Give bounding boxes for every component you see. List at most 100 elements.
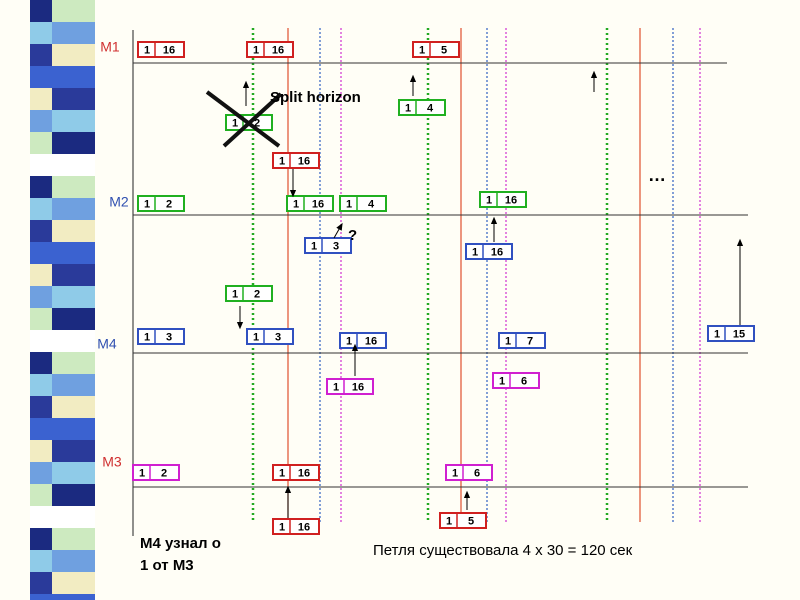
box-dest: 1 — [405, 102, 411, 114]
cross — [222, 92, 283, 148]
stripe-block — [30, 440, 52, 462]
box-metric: 5 — [441, 44, 447, 56]
ellipsis: … — [648, 165, 666, 185]
stripe-block — [30, 110, 52, 132]
route-box — [465, 243, 513, 260]
route-box — [498, 332, 546, 349]
stripe-block — [30, 462, 52, 484]
note: 1 от М3 — [140, 557, 194, 574]
route-box — [707, 325, 755, 342]
arrow-head — [236, 321, 244, 330]
box-dest: 1 — [139, 467, 145, 479]
box-dest: 1 — [293, 198, 299, 210]
box-dest: 1 — [333, 381, 339, 393]
stripe-block — [52, 528, 95, 550]
stripe-block — [30, 506, 52, 528]
stripe-block — [30, 286, 52, 308]
stripe-block — [30, 330, 52, 352]
box-dest: 1 — [279, 467, 285, 479]
box-dest: 1 — [346, 335, 352, 347]
box-dest: 1 — [144, 44, 150, 56]
stripe-block — [52, 550, 95, 572]
route-box — [339, 332, 387, 349]
box-metric: 3 — [275, 331, 281, 343]
stripe-block — [52, 154, 95, 176]
route-box — [492, 372, 540, 389]
arrow-head — [351, 343, 359, 352]
route-box — [272, 152, 320, 169]
box-metric: 2 — [166, 198, 172, 210]
stripe-block — [30, 550, 52, 572]
box-dest: 1 — [499, 375, 505, 387]
box-dest: 1 — [232, 288, 238, 300]
cross — [205, 90, 281, 148]
box-metric: 16 — [352, 381, 364, 393]
arrow-head — [336, 222, 343, 231]
route-box — [445, 464, 493, 481]
stripe-block — [30, 418, 52, 440]
stripe-block — [52, 66, 95, 88]
stripe-block — [52, 88, 95, 110]
box-metric: 3 — [333, 240, 339, 252]
stripe-block — [30, 198, 52, 220]
box-metric: 5 — [468, 515, 474, 527]
stripe-block — [52, 220, 95, 242]
stripe-block — [30, 220, 52, 242]
box-metric: 16 — [365, 335, 377, 347]
box-dest: 1 — [446, 515, 452, 527]
router-lines — [133, 62, 748, 488]
boxes: 1 16 1 16 1 51 41 21 161 2 1 16 1 4 1 161 3 1 161 21 3 1 3 1 16 1… — [132, 41, 755, 535]
box-metric: 16 — [491, 246, 503, 258]
route-box — [412, 41, 460, 58]
arrows — [236, 70, 744, 518]
route-box — [225, 285, 273, 302]
stripe-block — [52, 506, 95, 528]
box-metric: 2 — [161, 467, 167, 479]
box-dest: 1 — [253, 331, 259, 343]
arrow-head — [463, 490, 471, 499]
stripe-block — [30, 572, 52, 594]
box-metric: 4 — [427, 102, 434, 114]
box-dest: 1 — [311, 240, 317, 252]
route-box — [272, 518, 320, 535]
route-box — [246, 328, 294, 345]
stripe-block — [52, 286, 95, 308]
stripe-block — [52, 44, 95, 66]
stripe-block — [52, 0, 95, 22]
stripe-block — [52, 22, 95, 44]
stripe-block — [30, 132, 52, 154]
decor-stripe — [30, 0, 95, 600]
route-box — [137, 195, 185, 212]
stripe-block — [30, 0, 52, 22]
route-box — [246, 41, 294, 58]
stripe-block — [52, 572, 95, 594]
row-label: M4 — [97, 336, 117, 352]
route-box — [137, 328, 185, 345]
box-metric: 2 — [254, 288, 260, 300]
stripe-block — [30, 528, 52, 550]
stripe-block — [52, 308, 95, 330]
note: М4 узнал о — [140, 535, 221, 552]
box-metric: 16 — [298, 467, 310, 479]
arrow-head — [284, 485, 292, 494]
box-metric: 16 — [505, 194, 517, 206]
stripe-block — [52, 484, 95, 506]
time-lines — [251, 28, 701, 522]
box-metric: 6 — [521, 375, 527, 387]
box-metric: 16 — [298, 521, 310, 533]
stripe-block — [30, 396, 52, 418]
stripe-block — [30, 242, 52, 264]
box-metric: 16 — [272, 44, 284, 56]
box-dest: 1 — [232, 117, 238, 129]
box-dest: 1 — [346, 198, 352, 210]
stripe-block — [52, 440, 95, 462]
stripe-block — [30, 154, 52, 176]
stripe-block — [52, 264, 95, 286]
stripe-block — [30, 176, 52, 198]
route-box — [326, 378, 374, 395]
arrow-head — [490, 216, 498, 225]
route-box — [339, 195, 387, 212]
box-dest: 1 — [505, 335, 511, 347]
arrow-head — [242, 80, 250, 89]
